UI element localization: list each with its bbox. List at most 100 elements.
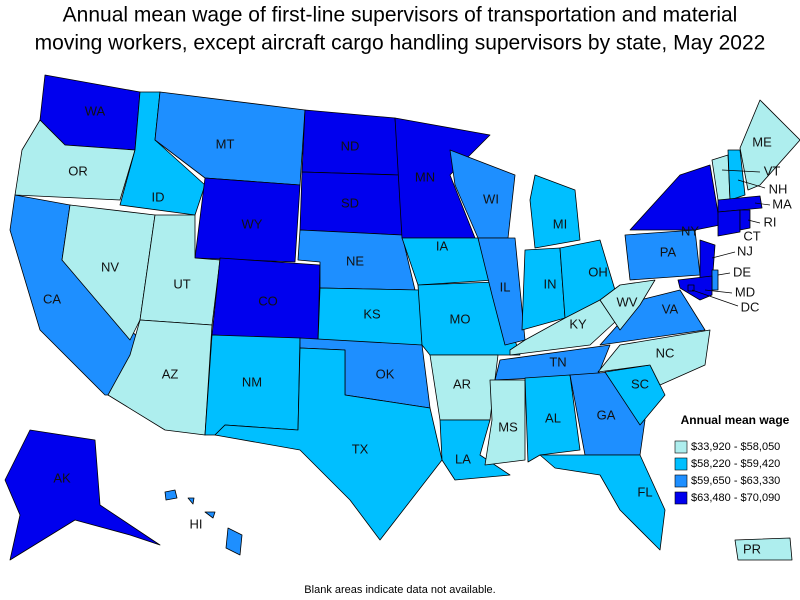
state: [394, 117, 491, 239]
state-label: NM: [242, 374, 262, 389]
state-label: PA: [660, 244, 677, 259]
state-label: TX: [352, 441, 369, 456]
state: [597, 329, 711, 386]
state: [717, 209, 741, 237]
legend-swatch: [674, 440, 688, 454]
state-label: OK: [376, 366, 395, 381]
state-label: ND: [341, 138, 360, 153]
legend-label: $63,480 - $70,090: [691, 492, 780, 504]
state: [529, 174, 581, 249]
state-label: IN: [544, 276, 557, 291]
footnote: Blank areas indicate data not available.: [304, 584, 495, 596]
state-label: GA: [597, 407, 616, 422]
state-label: LA: [455, 451, 471, 466]
state: [4, 429, 161, 561]
state-label: SD: [341, 195, 359, 210]
state-label: CO: [258, 293, 278, 308]
legend-swatch: [674, 491, 688, 505]
state-label: MA: [772, 196, 792, 211]
legend-swatch: [674, 474, 688, 488]
state-label: KY: [569, 316, 587, 331]
state: [539, 454, 666, 551]
state-label: NV: [101, 259, 119, 274]
state-label: AR: [453, 376, 471, 391]
state-label: PR: [743, 541, 761, 556]
state: [734, 537, 793, 561]
legend: $33,920 - $58,050 $58,220 - $59,420 $59,65…: [674, 440, 780, 505]
legend-title: Annual mean wage: [681, 413, 790, 427]
state: [439, 419, 511, 481]
state-label: NC: [656, 345, 675, 360]
state: [61, 204, 156, 341]
state-label: AL: [545, 410, 561, 425]
state-label: WV: [617, 294, 638, 309]
state-label: ME: [752, 134, 772, 149]
state-label: NJ: [737, 243, 753, 258]
legend-swatch: [674, 457, 688, 471]
state-label: CT: [743, 228, 760, 243]
legend-label: $33,920 - $58,050: [691, 441, 780, 453]
state-label: RI: [764, 214, 777, 229]
leader-line: [754, 202, 771, 206]
state-label: NY: [681, 223, 699, 238]
state-label: IA: [436, 238, 449, 253]
leader-line: [721, 169, 761, 173]
leader-line: [691, 289, 739, 307]
state-label: OH: [588, 264, 608, 279]
leader-line: [704, 289, 733, 294]
state-label: VT: [764, 163, 781, 178]
state-part: [204, 511, 216, 519]
state-label: CA: [43, 291, 61, 306]
state: [524, 374, 581, 463]
state: [727, 149, 746, 201]
state-label: MO: [450, 311, 471, 326]
states: [4, 74, 800, 561]
state: [717, 195, 763, 213]
state: [739, 209, 751, 231]
state-label: IL: [500, 279, 511, 294]
state-label: WI: [483, 191, 499, 206]
state-labels: WA OR CA NV ID MT WY UT AZ CO NM ND SD NE KS OK TX MN IA MO…: [43, 103, 792, 556]
state-label: WY: [242, 216, 263, 231]
leader-line: [747, 219, 761, 224]
state-label: TN: [549, 354, 566, 369]
state: [14, 119, 136, 201]
state-label: AZ: [162, 366, 179, 381]
state: [599, 279, 656, 331]
leader-line: [717, 272, 731, 276]
state-label: WA: [85, 103, 106, 118]
state-label: VA: [662, 301, 679, 316]
state: [214, 347, 443, 541]
state: [629, 164, 721, 231]
state-label: OR: [68, 163, 88, 178]
state-part: [187, 497, 195, 505]
title: Annual mean wage of first-line superviso…: [63, 4, 738, 27]
leader-line: [737, 179, 766, 189]
state-label: FL: [637, 484, 652, 499]
state-label: MD: [735, 284, 755, 299]
state-label: HI: [190, 516, 203, 531]
state: [194, 177, 301, 263]
state: [739, 99, 800, 191]
state-label: MI: [553, 216, 567, 231]
legend-label: $58,220 - $59,420: [691, 458, 780, 470]
legend-label: $59,650 - $63,330: [691, 475, 780, 487]
state-label: MN: [415, 169, 435, 184]
state-label: SC: [631, 376, 649, 391]
state-label: AK: [53, 470, 71, 485]
state: [711, 269, 719, 291]
state-label: ID: [152, 189, 165, 204]
state: [477, 237, 526, 346]
title: moving workers, except aircraft cargo ha…: [35, 32, 766, 55]
state: [484, 379, 526, 466]
state-label: MT: [216, 136, 235, 151]
state-label: KS: [363, 306, 381, 321]
state-label: DC: [741, 299, 760, 314]
state-label: DE: [733, 264, 751, 279]
state-label: NH: [769, 181, 788, 196]
leader-line: [711, 251, 736, 259]
state-label: MS: [498, 419, 518, 434]
state-part: [225, 527, 243, 556]
state: [164, 489, 178, 501]
